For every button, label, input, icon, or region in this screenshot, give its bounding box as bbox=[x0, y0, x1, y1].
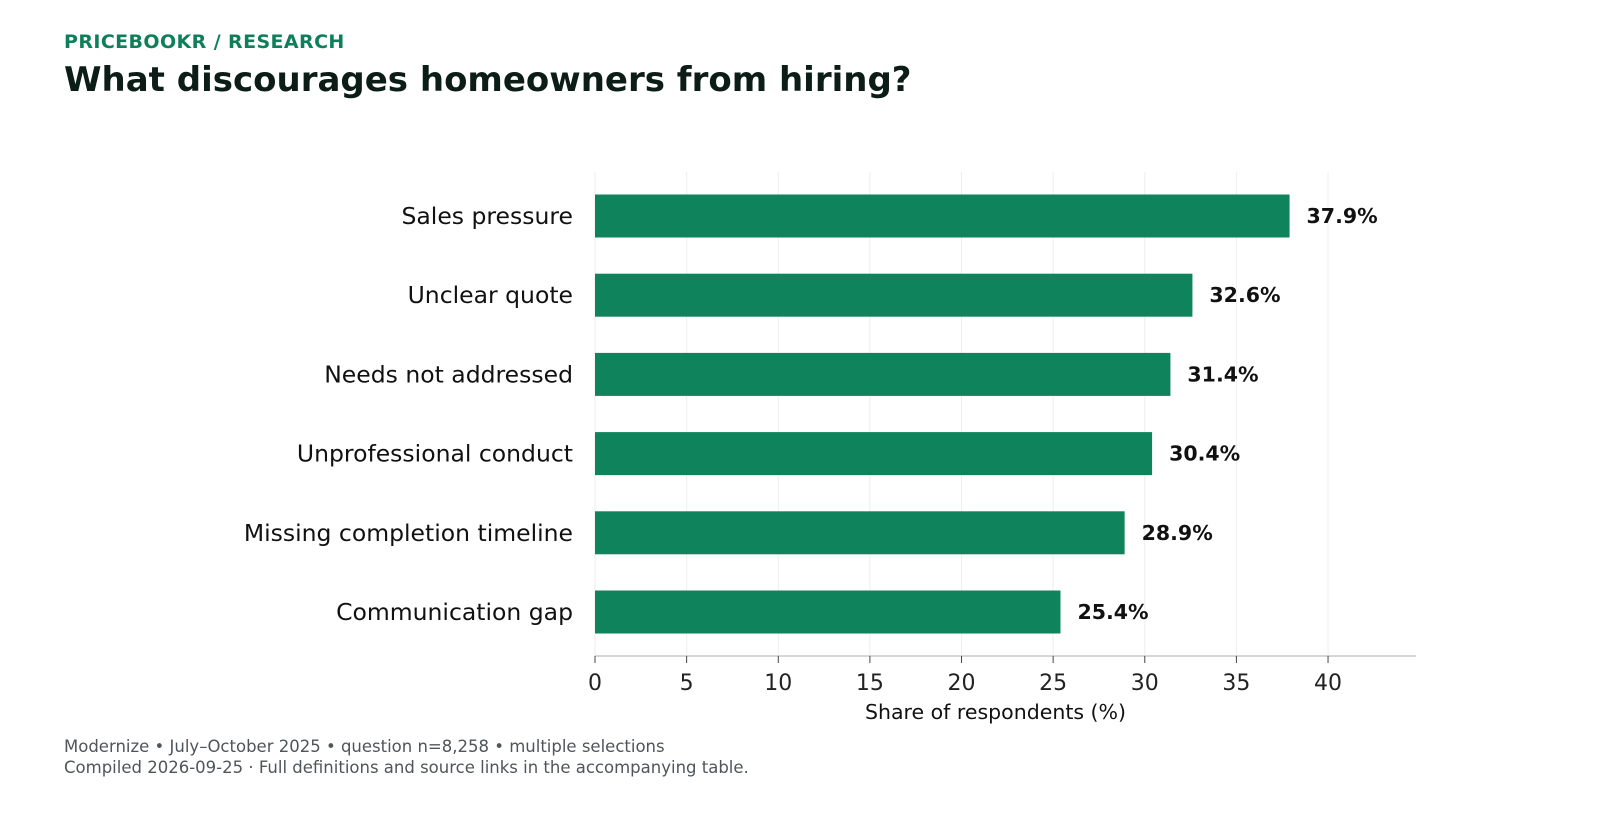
value-label: 32.6% bbox=[1209, 283, 1280, 307]
bar bbox=[595, 352, 1171, 396]
footnote-source: Modernize • July–October 2025 • question… bbox=[64, 737, 665, 756]
chart-title: What discourages homeowners from hiring? bbox=[64, 60, 912, 100]
gridlines bbox=[594, 172, 1329, 656]
x-tick-label: 40 bbox=[1314, 671, 1342, 696]
value-label: 28.9% bbox=[1142, 521, 1213, 545]
category-label: Communication gap bbox=[336, 598, 573, 626]
category-label: Unclear quote bbox=[408, 281, 573, 309]
x-tick-label: 15 bbox=[856, 671, 884, 696]
value-label: 31.4% bbox=[1187, 362, 1258, 386]
category-label: Missing completion timeline bbox=[244, 519, 573, 547]
bar bbox=[595, 273, 1193, 317]
value-label: 30.4% bbox=[1169, 442, 1240, 466]
x-tick-label: 0 bbox=[588, 671, 602, 696]
value-label: 25.4% bbox=[1077, 600, 1148, 624]
x-tick-label: 20 bbox=[948, 671, 976, 696]
x-axis-label: Share of respondents (%) bbox=[865, 700, 1126, 724]
bar-chart: 37.9% 32.6% 31.4% 30.4% 28.9% 25.4% Sales pre… bbox=[244, 172, 1416, 724]
chart-kicker: PRICEBOOKR / RESEARCH bbox=[64, 31, 345, 53]
category-labels: Sales pressure Unclear quote Needs not add… bbox=[244, 202, 573, 626]
bar bbox=[595, 432, 1153, 476]
footnote-compiled: Compiled 2026-09-25 · Full definitions a… bbox=[64, 758, 749, 777]
category-label: Unprofessional conduct bbox=[297, 440, 573, 468]
x-tick-label: 25 bbox=[1039, 671, 1067, 696]
x-tick-label: 5 bbox=[680, 671, 694, 696]
x-axis-ticks: 0 5 10 15 20 25 30 35 40 bbox=[588, 656, 1342, 696]
category-label: Sales pressure bbox=[401, 202, 573, 230]
x-tick-label: 35 bbox=[1222, 671, 1250, 696]
x-tick-label: 10 bbox=[764, 671, 792, 696]
value-labels: 37.9% 32.6% 31.4% 30.4% 28.9% 25.4% bbox=[1077, 204, 1377, 624]
x-tick-label: 30 bbox=[1131, 671, 1159, 696]
category-label: Needs not addressed bbox=[324, 360, 573, 388]
bar bbox=[595, 590, 1061, 634]
bars bbox=[595, 194, 1290, 634]
bar bbox=[595, 511, 1125, 555]
value-label: 37.9% bbox=[1307, 204, 1378, 228]
bar bbox=[595, 194, 1290, 238]
